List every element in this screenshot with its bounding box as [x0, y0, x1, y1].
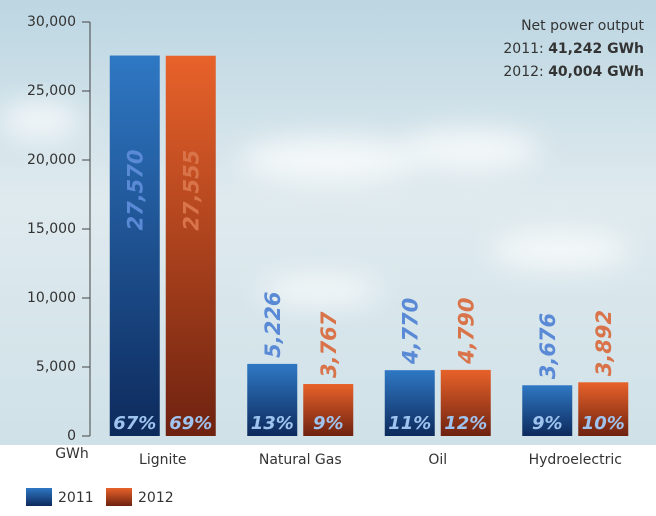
x-tick-label: Natural Gas: [259, 452, 342, 468]
annotation-label: 2012:: [503, 64, 543, 80]
y-tick-label: 25,000: [27, 83, 76, 99]
x-tick-label: Lignite: [139, 452, 186, 468]
bar: [166, 56, 216, 436]
share-label: 69%: [169, 413, 212, 434]
x-tick-label: Oil: [428, 452, 447, 468]
legend-label: 2011: [58, 490, 94, 506]
share-label: 10%: [582, 413, 625, 434]
value-label: 3,676: [536, 313, 560, 379]
legend-swatch: [106, 488, 132, 506]
share-label: 9%: [313, 413, 344, 434]
value-label: 27,570: [124, 149, 148, 230]
value-label: 4,790: [455, 297, 479, 364]
share-label: 12%: [444, 413, 487, 434]
value-label: 3,767: [317, 311, 341, 378]
value-label: 4,770: [399, 298, 423, 365]
share-label: 67%: [113, 413, 156, 434]
value-label: 27,555: [180, 150, 204, 231]
annotation-value: 41,242 GWh: [548, 41, 644, 57]
y-tick-label: 30,000: [27, 14, 76, 30]
value-label: 5,226: [261, 291, 285, 357]
y-tick-label: 0: [67, 428, 76, 444]
chart: Net power output 2011: 41,242 GWh 2012: …: [0, 0, 656, 512]
y-tick-label: 10,000: [27, 290, 76, 306]
legend-swatch: [26, 488, 52, 506]
share-label: 11%: [388, 413, 431, 434]
y-tick-label: 15,000: [27, 221, 76, 237]
legend-label: 2012: [138, 490, 174, 506]
y-unit: GWh: [55, 446, 89, 462]
annotation-line: 2012: 40,004 GWh: [503, 64, 644, 80]
value-label: 3,892: [592, 310, 616, 376]
annotation-line: 2011: 41,242 GWh: [503, 41, 644, 57]
share-label: 9%: [532, 413, 563, 434]
x-tick-label: Hydroelectric: [529, 452, 622, 468]
annotation-label: 2011:: [503, 41, 543, 57]
annotation-title: Net power output: [521, 18, 644, 34]
y-tick-label: 5,000: [36, 359, 76, 375]
y-tick-label: 20,000: [27, 152, 76, 168]
bar: [110, 56, 160, 436]
share-label: 13%: [251, 413, 294, 434]
annotation-value: 40,004 GWh: [548, 64, 644, 80]
